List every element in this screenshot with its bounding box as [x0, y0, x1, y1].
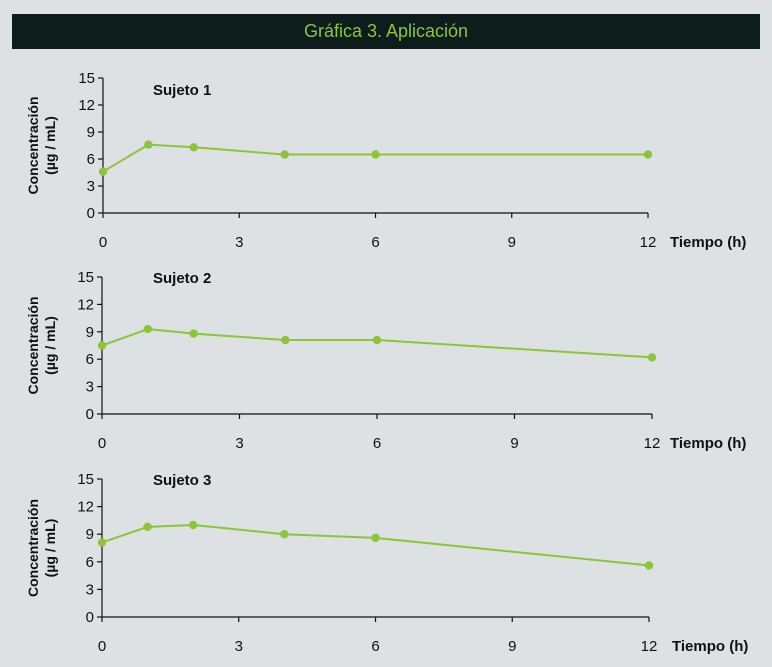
x-axis-label: Tiempo (h) [670, 234, 746, 251]
y-axis-label-line: Concentración [25, 499, 41, 597]
y-axis-label-line: Concentración [25, 96, 41, 194]
y-tick-label: 3 [86, 581, 94, 598]
data-point [97, 538, 107, 547]
data-point [372, 335, 382, 345]
x-tick-label: 0 [98, 435, 106, 452]
chart-panel-2: 0 3 6 9 12 15 0 3 6 9 12 Concentración(µg / mL) Tiem… [25, 269, 746, 452]
x-tick-label: 3 [235, 435, 243, 452]
y-tick-label: 12 [77, 499, 94, 516]
y-tick-label: 12 [78, 97, 95, 114]
y-tick-label: 15 [77, 471, 94, 488]
subject-label: Sujeto 1 [153, 82, 211, 99]
y-tick-label: 6 [86, 554, 94, 571]
series-line [101, 523, 650, 567]
x-tick-label: 3 [235, 234, 243, 251]
data-point [644, 561, 654, 570]
y-tick-label: 12 [77, 296, 94, 313]
y-axis-label: Concentración(µg / mL) [25, 296, 58, 394]
x-tick-label: 6 [371, 638, 379, 655]
y-tick-label: 0 [86, 609, 94, 626]
data-point [647, 353, 657, 362]
data-point [143, 324, 153, 334]
x-axis-label: Tiempo (h) [672, 638, 748, 655]
data-point [280, 150, 289, 159]
y-tick-label: 3 [86, 379, 94, 396]
x-axis-label: Tiempo (h) [670, 435, 746, 452]
data-point [643, 150, 653, 159]
x-tick-label: 6 [373, 435, 381, 452]
series-line [101, 328, 653, 359]
data-point [144, 140, 153, 149]
data-point [371, 533, 380, 543]
data-point [280, 530, 289, 539]
data-point [143, 522, 152, 532]
y-tick-label: 9 [86, 324, 94, 341]
x-tick-label: 9 [510, 435, 518, 452]
y-axis-label-line: (µg / mL) [42, 519, 58, 578]
chart-panel-1: 0 3 6 9 12 15 0 3 6 9 12 Concentración(µg / mL) Tiem… [25, 70, 746, 251]
subject-label: Sujeto 3 [153, 472, 211, 489]
y-tick-label: 15 [78, 70, 95, 87]
subject-label: Sujeto 2 [153, 270, 211, 287]
x-tick-label: 0 [98, 638, 106, 655]
y-axis-label-line: (µg / mL) [42, 116, 58, 175]
chart-banner: Gráfica 3. Aplicación [12, 14, 760, 49]
y-tick-label: 9 [87, 124, 95, 141]
y-tick-label: 3 [87, 178, 95, 195]
y-tick-label: 0 [86, 406, 94, 423]
y-axis-label-line: (µg / mL) [42, 316, 58, 375]
x-tick-label: 12 [640, 234, 657, 251]
x-tick-label: 12 [644, 435, 661, 452]
chart-title: Gráfica 3. Aplicación [303, 21, 469, 41]
y-axis-label-line: Concentración [25, 296, 41, 394]
data-point [371, 150, 380, 159]
y-tick-label: 6 [86, 351, 94, 368]
data-point [97, 341, 107, 350]
chart-panel-3: 0 3 6 9 12 15 0 3 6 9 12 Concentración(µg / mL) Tiem… [25, 471, 748, 655]
x-tick-label: 0 [99, 234, 107, 251]
series-line [102, 143, 648, 173]
x-tick-label: 3 [235, 638, 243, 655]
y-tick-label: 9 [86, 526, 94, 543]
data-point [281, 335, 290, 345]
y-tick-label: 15 [77, 269, 94, 286]
x-tick-label: 6 [371, 234, 379, 251]
y-tick-label: 6 [87, 151, 95, 168]
data-point [189, 329, 198, 338]
x-tick-label: 9 [508, 638, 516, 655]
y-tick-label: 0 [87, 205, 95, 222]
x-tick-label: 9 [508, 234, 516, 251]
y-axis-label: Concentración(µg / mL) [25, 96, 58, 194]
y-axis-label: Concentración(µg / mL) [25, 499, 58, 597]
x-tick-label: 12 [641, 638, 658, 655]
data-point [98, 167, 108, 176]
data-point [188, 520, 198, 530]
data-point [189, 143, 199, 152]
